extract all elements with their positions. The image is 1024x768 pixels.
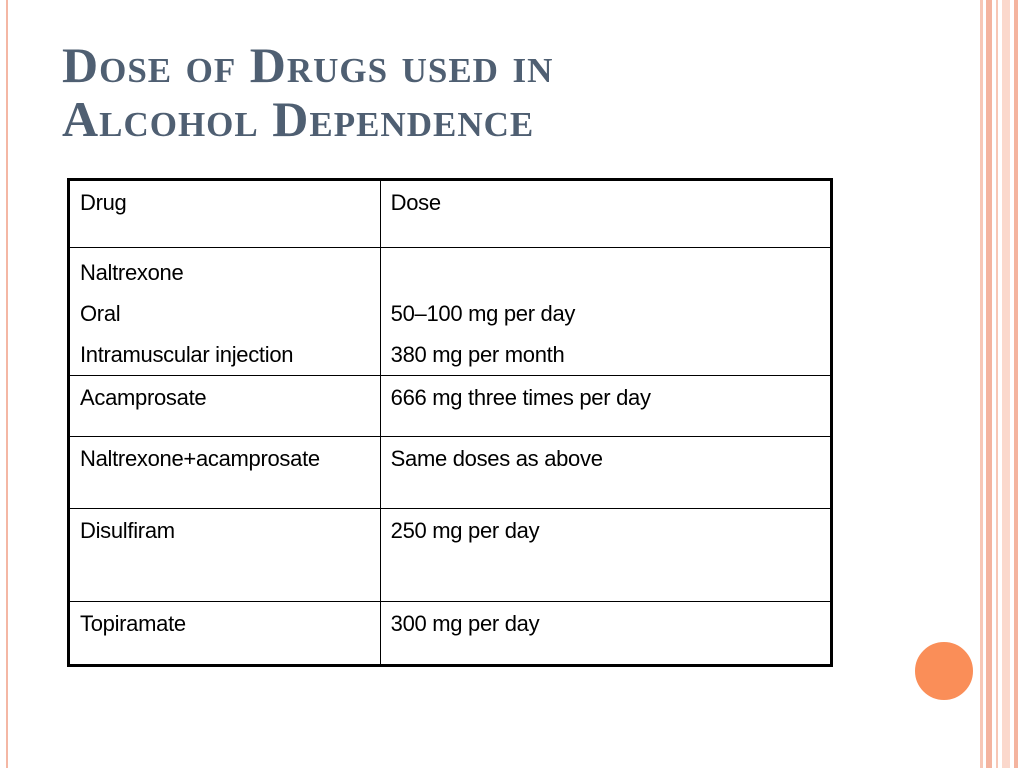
decorative-stripe [980,0,983,768]
left-border-line [6,0,8,768]
header-label: Dose [390,190,441,215]
drug-name: Disulfiram [80,518,175,543]
table-header-row: Drug Dose [68,179,833,248]
drug-cell: Naltrexone Oral Intramuscular injection [68,247,381,376]
drug-route: Intramuscular injection [80,342,294,367]
title-line-1: Dose of Drugs used in [62,37,554,93]
table-row: Disulfiram 250 mg per day [68,508,833,602]
dose-cell: 250 mg per day [379,508,833,602]
accent-circle [913,640,975,702]
drug-cell: Naltrexone+acamprosate [68,436,381,509]
dose-value: 666 mg three times per day [390,385,651,410]
decorative-stripe [986,0,992,768]
dose-value: 380 mg per month [390,342,565,367]
header-cell-drug: Drug [68,179,381,248]
dose-cell: 666 mg three times per day [379,375,833,437]
drug-name: Acamprosate [80,385,207,410]
header-cell-dose: Dose [379,179,833,248]
dose-value: Same doses as above [390,446,603,471]
drug-cell: Topiramate [68,601,381,666]
dose-value: 250 mg per day [390,518,540,543]
drug-route: Oral [80,301,121,326]
dose-value: 300 mg per day [390,611,540,636]
decorative-stripe [1014,0,1018,768]
dose-table: Drug Dose Naltrexone Oral Intramuscular … [67,178,833,667]
dose-value [391,252,820,293]
drug-cell: Acamprosate [68,375,381,437]
dose-cell: 300 mg per day [379,601,833,666]
drug-name: Naltrexone+acamprosate [80,446,320,471]
dose-cell: Same doses as above [379,436,833,509]
table-row: Naltrexone Oral Intramuscular injection … [68,247,833,376]
table-row: Topiramate 300 mg per day [68,601,833,666]
dose-cell: 50–100 mg per day 380 mg per month [379,247,833,376]
table-row: Acamprosate 666 mg three times per day [68,375,833,437]
dose-value: 50–100 mg per day [390,301,576,326]
drug-name: Topiramate [80,611,186,636]
title-line-2: Alcohol Dependence [62,91,535,147]
header-label: Drug [80,190,127,215]
decorative-stripe [996,0,998,768]
decorative-stripe [1002,0,1010,768]
table-row: Naltrexone+acamprosate Same doses as abo… [68,436,833,509]
drug-name: Naltrexone [80,260,184,285]
slide-title: Dose of Drugs used in Alcohol Dependence [62,38,922,146]
drug-cell: Disulfiram [68,508,381,602]
